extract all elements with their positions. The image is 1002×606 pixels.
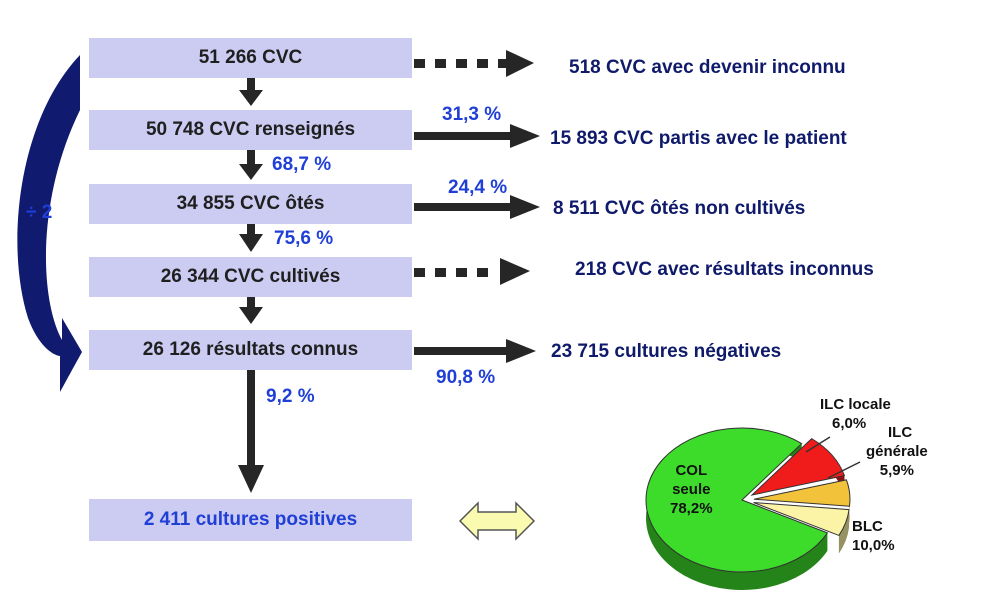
pie-label-blc-line1: BLC: [852, 518, 883, 535]
box-total-cvc: 51 266 CVC: [89, 38, 412, 78]
leader-ilc-generale: [827, 461, 861, 479]
side-label-non-cultives: 8 511 CVC ôtés non cultivés: [553, 198, 806, 219]
pie-label-blc-line2: 10,0%: [852, 537, 895, 554]
pie-label-ilc-generale-line3: 5,9%: [879, 462, 914, 479]
box-cvc-cultives: 26 344 CVC cultivés: [89, 257, 412, 297]
pie-slice-blc: [750, 437, 846, 496]
pie-slice-ilc-locale: [753, 502, 850, 537]
pct-right-3: 24,4 %: [448, 177, 508, 198]
down-arrow-2: [239, 150, 263, 180]
down-arrow-3: [239, 224, 263, 252]
pct-down-2: 68,7 %: [272, 154, 332, 175]
side-label-resultats-inconnus: 218 CVC avec résultats inconnus: [575, 259, 874, 280]
box-cultures-positives: 2 411 cultures positives: [89, 499, 412, 541]
side-label-devenir-inconnu: 518 CVC avec devenir inconnu: [569, 57, 846, 78]
box-cvc-renseignes: 50 748 CVC renseignés: [89, 110, 412, 150]
down-arrow-4: [239, 297, 263, 324]
solid-arrow-5: [414, 339, 536, 363]
solid-arrow-2: [414, 124, 540, 148]
down-arrow-1: [239, 78, 263, 106]
box-resultats-connus: 26 126 résultats connus: [89, 330, 412, 370]
double-arrow: [458, 501, 536, 541]
dashed-arrow-4: [414, 258, 530, 285]
pie-label-col-line2: seule: [672, 481, 711, 498]
pie-chart: [645, 427, 861, 591]
leader-ilc-locale: [805, 436, 831, 453]
pie-label-ilc-locale: ILC locale 6,0%: [820, 395, 891, 433]
box-cvc-otes: 34 855 CVC ôtés: [89, 184, 412, 224]
solid-arrow-3: [414, 195, 540, 219]
divide-label: ÷ 2: [26, 202, 53, 223]
pie-label-ilc-locale-line2: 6,0%: [832, 415, 867, 432]
curved-divide-arrow: [17, 55, 82, 392]
pie-label-ilc-generale-line2: générale: [866, 443, 928, 460]
pie-label-ilc-generale-line1: ILC: [888, 424, 913, 441]
dashed-arrow-1: [414, 50, 534, 77]
pie-slice-col: [645, 427, 829, 573]
pie-label-blc: BLC 10,0%: [852, 517, 895, 555]
pie-label-col-line1: COL: [675, 462, 708, 479]
side-label-cultures-negatives: 23 715 cultures négatives: [551, 341, 782, 362]
pct-down-3: 75,6 %: [274, 228, 334, 249]
pie-label-ilc-locale-line1: ILC locale: [820, 396, 891, 413]
side-label-partis-patient: 15 893 CVC partis avec le patient: [550, 128, 847, 149]
pie-label-col-line3: 78,2%: [670, 500, 713, 517]
pie-label-ilc-generale: ILC générale 5,9%: [866, 423, 928, 480]
pct-down-5: 9,2 %: [266, 386, 315, 407]
down-arrow-5: [238, 370, 264, 493]
pct-right-2: 31,3 %: [442, 104, 502, 125]
pie-label-col: COL seule 78,2%: [670, 461, 713, 518]
pie-slice-ilc-generale: [753, 479, 851, 507]
pct-right-5: 90,8 %: [436, 367, 496, 388]
